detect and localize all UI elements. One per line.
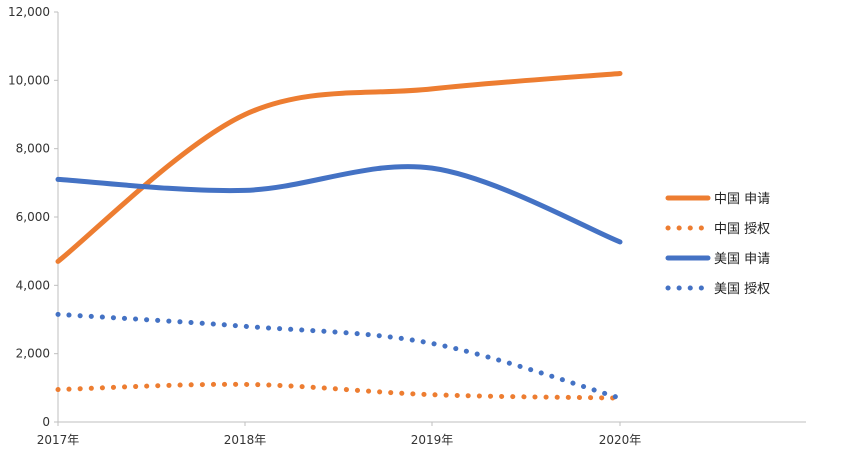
- y-tick-label: 2,000: [16, 347, 50, 361]
- y-tick-label: 6,000: [16, 210, 50, 224]
- y-tick-label: 12,000: [8, 5, 50, 19]
- legend-label-2: 美国 申请: [714, 252, 770, 267]
- axes: [57, 12, 806, 423]
- x-tick-label: 2018年: [224, 433, 267, 447]
- series-line-3: [55, 311, 623, 401]
- x-tick-label: 2017年: [37, 433, 80, 447]
- x-axis-ticks: 2017年 2018年 2019年 2020年: [37, 422, 642, 447]
- y-tick-label: 0: [42, 415, 50, 429]
- x-tick-label: 2020年: [599, 433, 642, 447]
- legend-label-0: 中国 申请: [714, 192, 770, 207]
- legend-label-3: 美国 授权: [714, 281, 770, 297]
- x-tick-label: 2019年: [411, 433, 454, 447]
- series-line-0: [55, 71, 623, 264]
- series-line-1: [55, 381, 623, 401]
- legend-label-1: 中国 授权: [714, 221, 770, 237]
- series-lines: [55, 71, 623, 401]
- y-tick-label: 10,000: [8, 73, 50, 87]
- y-tick-label: 4,000: [16, 278, 50, 292]
- y-axis-ticks: 0 2,000 4,000 6,000 8,000 10,000 12,000: [8, 5, 58, 429]
- y-tick-label: 8,000: [16, 142, 50, 156]
- series-line-2: [55, 164, 623, 245]
